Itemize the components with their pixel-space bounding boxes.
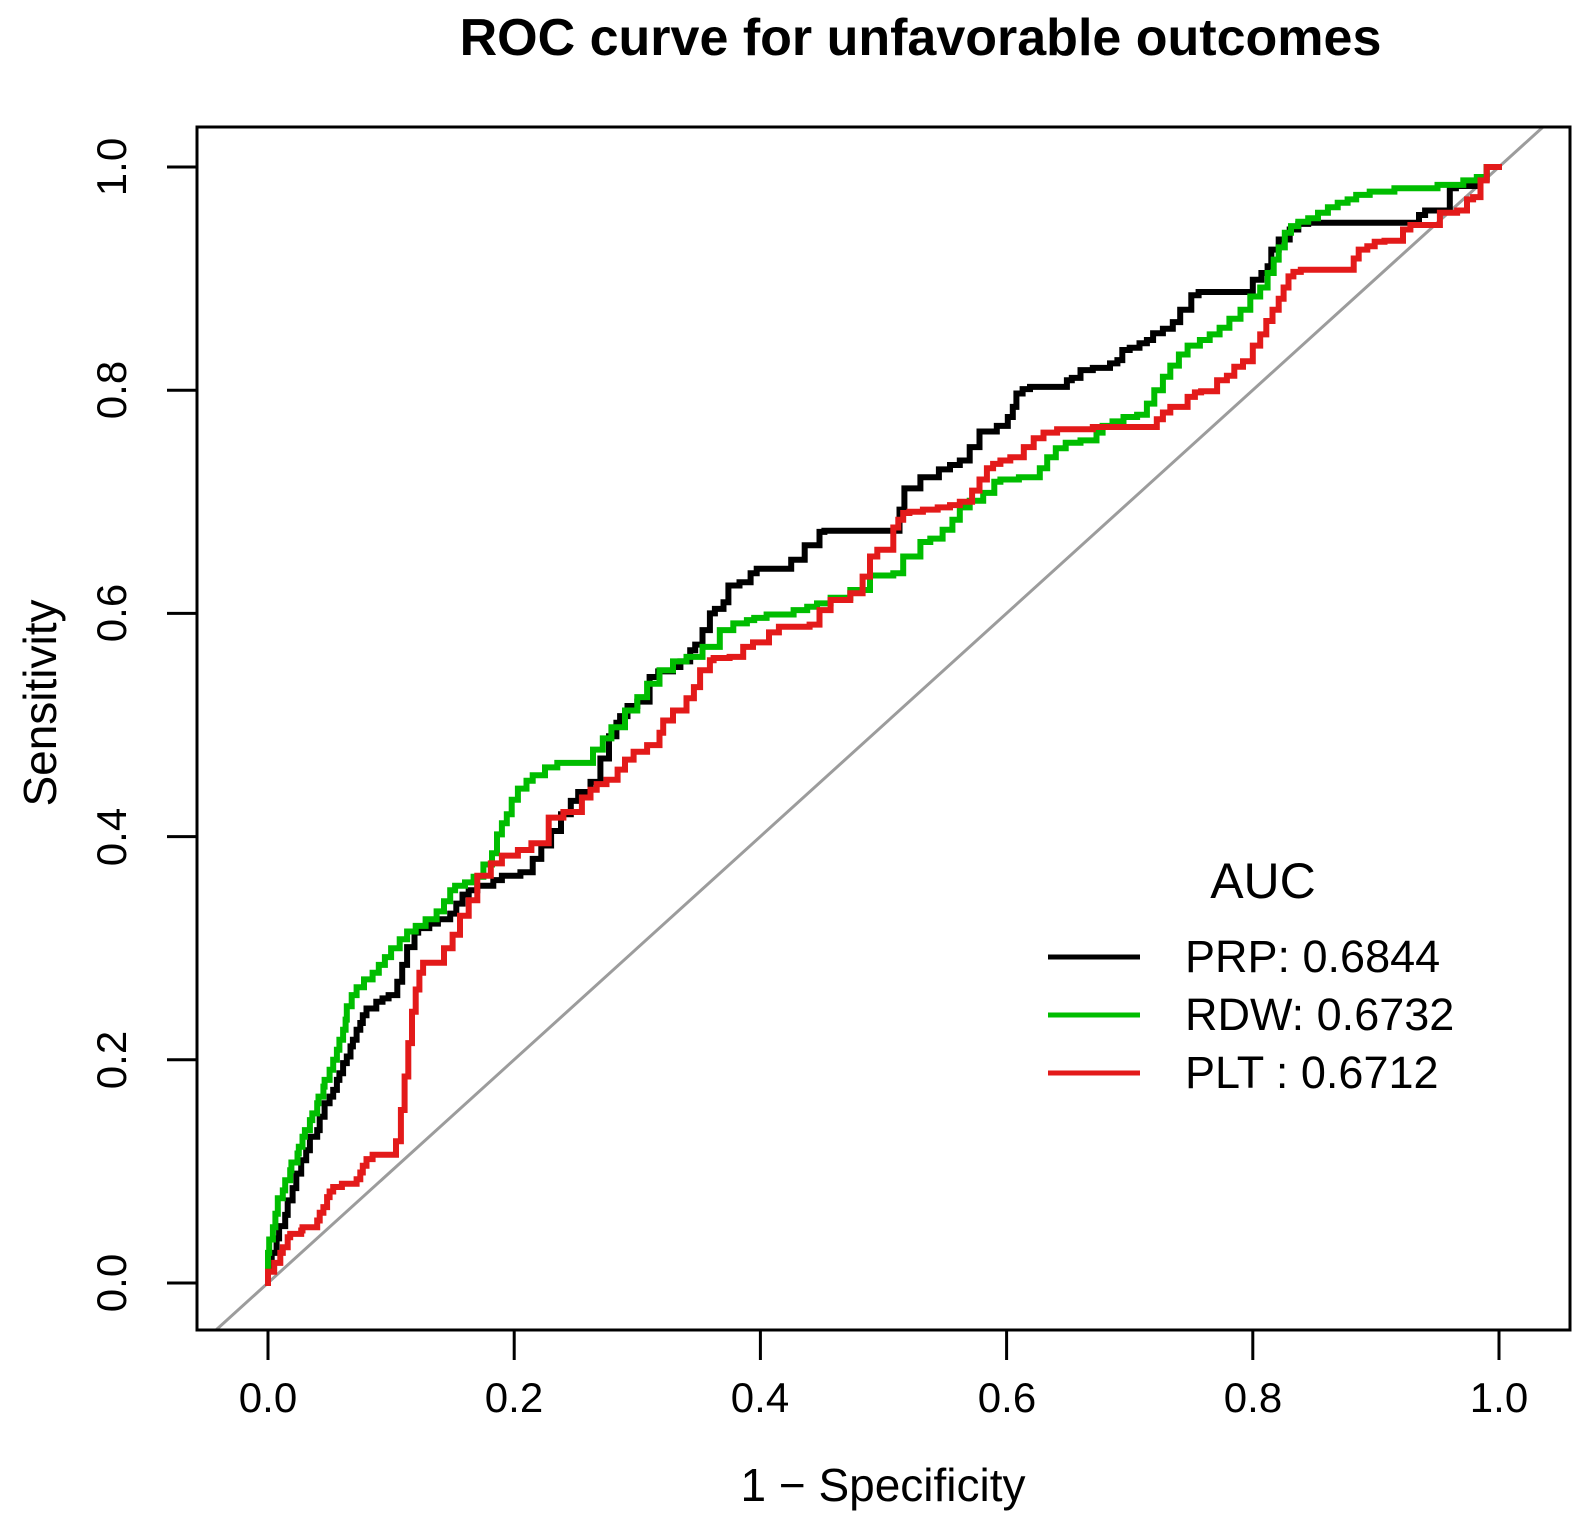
y-tick-label-0.0: 0.0 [88,1253,135,1313]
plot-box [195,125,1572,1332]
y-axis-label: Sensitivity [14,599,66,807]
legend-item-prp: PRP: 0.6844 [1185,931,1441,982]
roc-curve-plt [265,164,1502,1286]
y-tick-label-0.6: 0.6 [88,583,135,643]
chance-diagonal-line [214,125,1545,1332]
x-tick-label-0.2: 0.2 [484,1374,544,1421]
legend-title: AUC [1210,853,1316,909]
x-tick-label-0.6: 0.6 [977,1374,1037,1421]
roc-curve-rdw [265,164,1502,1286]
x-axis-label: 1 − Specificity [740,1459,1026,1511]
x-tick-label-1.0: 1.0 [1469,1374,1529,1421]
x-tick-label-0.8: 0.8 [1223,1374,1283,1421]
x-tick-label-0.4: 0.4 [730,1374,790,1421]
y-tick-label-0.2: 0.2 [88,1030,135,1090]
legend-item-rdw: RDW: 0.6732 [1185,989,1455,1040]
legend-item-plt: PLT : 0.6712 [1185,1047,1439,1098]
y-tick-label-0.8: 0.8 [88,360,135,420]
x-tick-label-0.0: 0.0 [238,1374,298,1421]
y-tick-label-1.0: 1.0 [88,137,135,197]
chart-title: ROC curve for unfavorable outcomes [459,9,1382,67]
y-tick-label-0.4: 0.4 [88,807,135,867]
